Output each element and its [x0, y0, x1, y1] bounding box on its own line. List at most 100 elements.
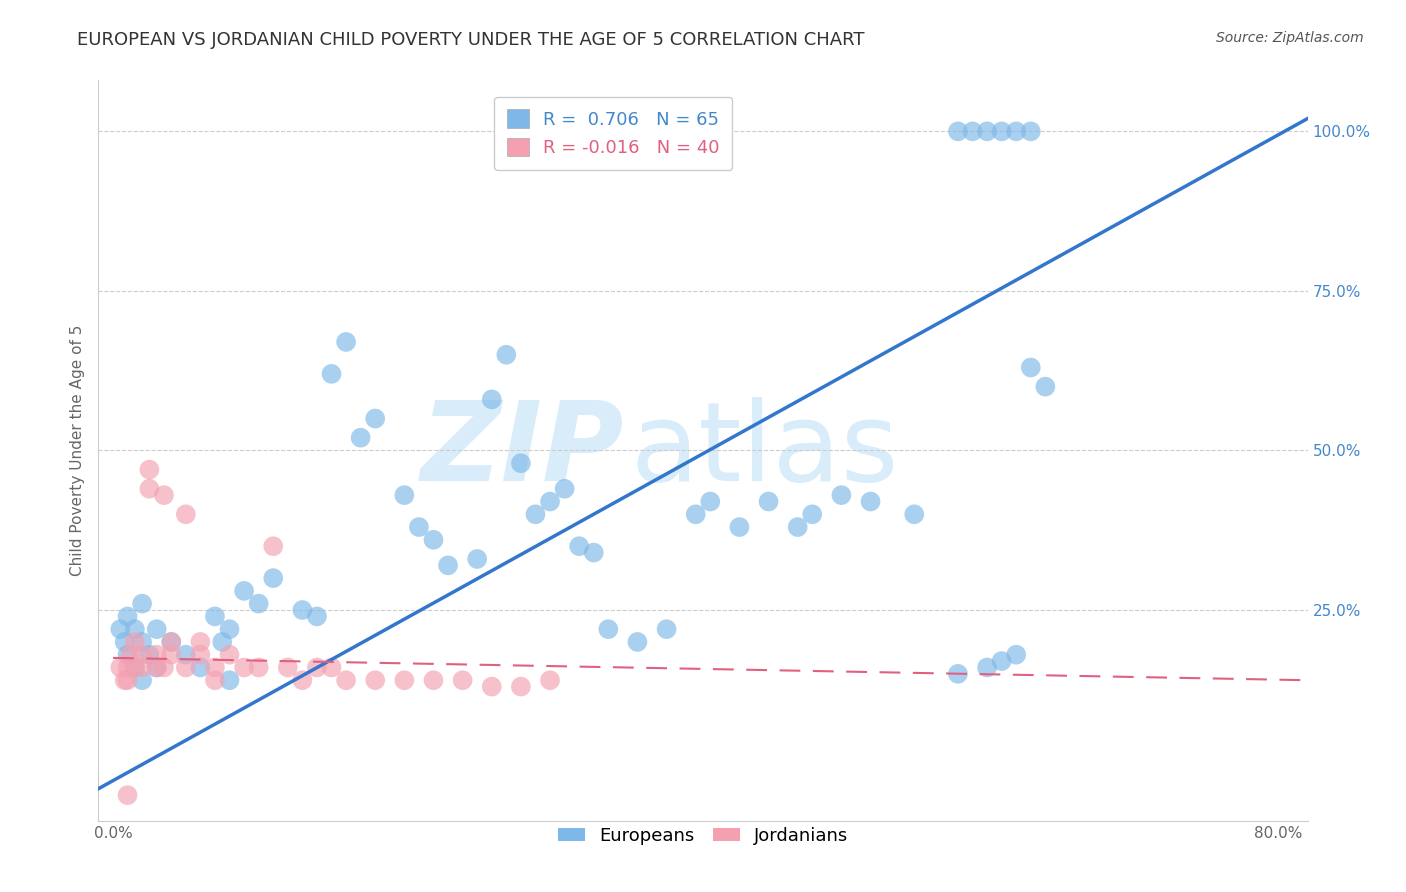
Point: [153, 660, 176, 674]
Point: [408, 520, 430, 534]
Text: atlas: atlas: [630, 397, 898, 504]
Point: [801, 508, 824, 522]
Legend: Europeans, Jordanians: Europeans, Jordanians: [551, 820, 855, 853]
Point: [422, 533, 444, 547]
Point: [699, 494, 721, 508]
Point: [124, 660, 146, 674]
Point: [1019, 124, 1042, 138]
Point: [946, 124, 969, 138]
Text: Source: ZipAtlas.com: Source: ZipAtlas.com: [1216, 31, 1364, 45]
Point: [145, 648, 167, 662]
Point: [451, 673, 474, 688]
Point: [120, 648, 142, 662]
Point: [394, 488, 416, 502]
Point: [758, 494, 780, 508]
Point: [786, 520, 808, 534]
Point: [582, 545, 605, 559]
Point: [145, 660, 167, 674]
Point: [962, 124, 984, 138]
Point: [211, 635, 233, 649]
Point: [509, 456, 531, 470]
Point: [422, 673, 444, 688]
Point: [190, 635, 212, 649]
Point: [321, 367, 343, 381]
Point: [131, 597, 153, 611]
Point: [117, 660, 139, 674]
Point: [114, 635, 136, 649]
Point: [124, 635, 146, 649]
Point: [204, 673, 226, 688]
Point: [728, 520, 751, 534]
Point: [117, 609, 139, 624]
Point: [262, 571, 284, 585]
Point: [568, 539, 591, 553]
Point: [364, 673, 387, 688]
Point: [145, 660, 167, 674]
Point: [1005, 124, 1028, 138]
Point: [114, 673, 136, 688]
Point: [124, 622, 146, 636]
Point: [305, 660, 328, 674]
Point: [626, 635, 648, 649]
Point: [305, 609, 328, 624]
Point: [394, 673, 416, 688]
Point: [350, 431, 373, 445]
Point: [218, 648, 240, 662]
Point: [859, 494, 882, 508]
Point: [117, 673, 139, 688]
Point: [117, 648, 139, 662]
Point: [190, 648, 212, 662]
Point: [976, 124, 998, 138]
Point: [138, 482, 160, 496]
Point: [364, 411, 387, 425]
Point: [160, 648, 183, 662]
Text: ZIP: ZIP: [420, 397, 624, 504]
Point: [153, 488, 176, 502]
Y-axis label: Child Poverty Under the Age of 5: Child Poverty Under the Age of 5: [69, 325, 84, 576]
Point: [524, 508, 547, 522]
Point: [437, 558, 460, 573]
Point: [481, 680, 503, 694]
Point: [946, 666, 969, 681]
Point: [598, 622, 620, 636]
Text: EUROPEAN VS JORDANIAN CHILD POVERTY UNDER THE AGE OF 5 CORRELATION CHART: EUROPEAN VS JORDANIAN CHILD POVERTY UNDE…: [77, 31, 865, 49]
Point: [976, 660, 998, 674]
Point: [145, 622, 167, 636]
Point: [990, 654, 1012, 668]
Point: [110, 660, 132, 674]
Point: [218, 622, 240, 636]
Point: [685, 508, 707, 522]
Point: [1033, 379, 1056, 393]
Point: [335, 334, 357, 349]
Point: [247, 597, 270, 611]
Point: [174, 648, 197, 662]
Point: [110, 622, 132, 636]
Point: [124, 660, 146, 674]
Point: [1005, 648, 1028, 662]
Point: [495, 348, 517, 362]
Point: [218, 673, 240, 688]
Point: [655, 622, 678, 636]
Point: [204, 609, 226, 624]
Point: [131, 648, 153, 662]
Point: [465, 552, 488, 566]
Point: [262, 539, 284, 553]
Point: [138, 648, 160, 662]
Point: [131, 673, 153, 688]
Point: [138, 462, 160, 476]
Point: [1019, 360, 1042, 375]
Point: [538, 673, 561, 688]
Point: [830, 488, 852, 502]
Point: [117, 788, 139, 802]
Point: [903, 508, 925, 522]
Point: [160, 635, 183, 649]
Point: [291, 603, 314, 617]
Point: [990, 124, 1012, 138]
Point: [247, 660, 270, 674]
Point: [174, 660, 197, 674]
Point: [335, 673, 357, 688]
Point: [321, 660, 343, 674]
Point: [538, 494, 561, 508]
Point: [174, 508, 197, 522]
Point: [131, 635, 153, 649]
